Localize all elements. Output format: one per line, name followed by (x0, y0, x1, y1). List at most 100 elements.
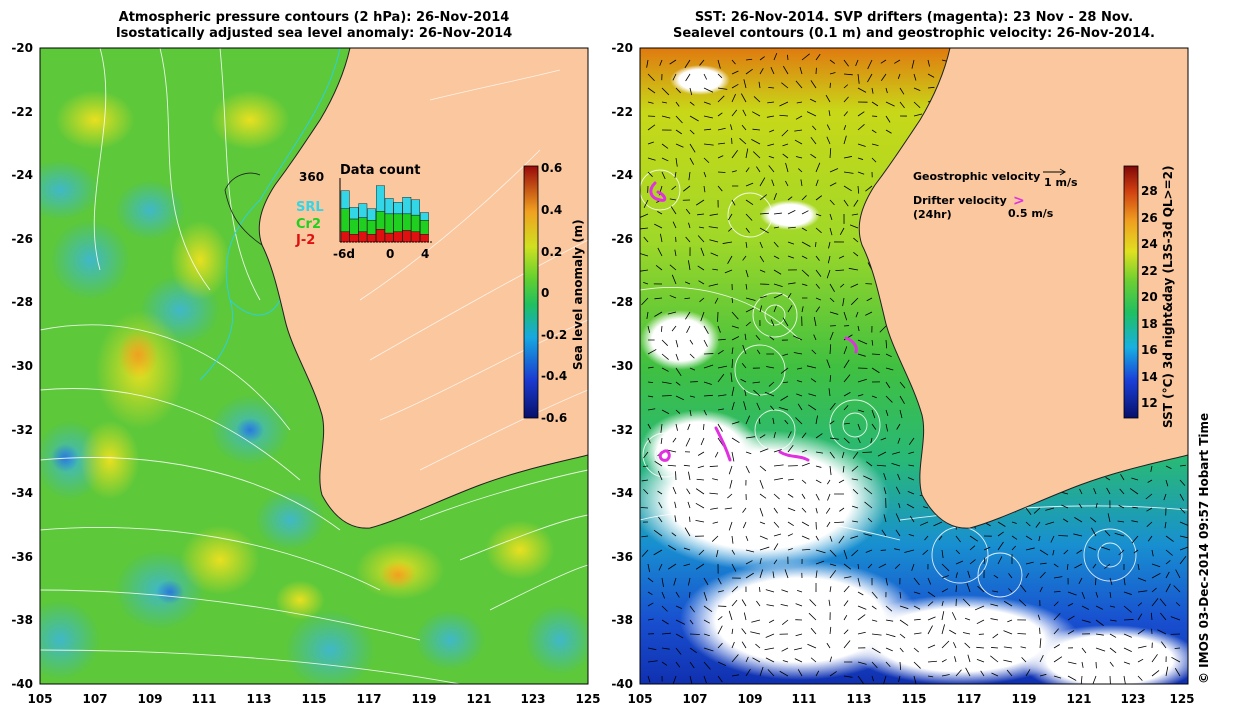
velocity-arrow (773, 533, 782, 537)
velocity-arrow (717, 325, 721, 333)
velocity-arrow (829, 227, 833, 236)
velocity-arrow (866, 297, 873, 302)
velocity-arrow (867, 59, 873, 70)
inset-bar-cr2 (358, 217, 368, 232)
velocity-arrow (668, 545, 677, 551)
velocity-arrow (857, 73, 860, 84)
velocity-arrow (843, 675, 853, 678)
velocity-arrow (724, 269, 733, 274)
velocity-arrow (941, 624, 945, 635)
right-x-tick: 117 (956, 692, 981, 706)
velocity-arrow (647, 618, 654, 621)
velocity-arrow (717, 95, 725, 103)
velocity-arrow (724, 507, 733, 510)
velocity-arrow (731, 549, 736, 555)
velocity-arrow (688, 260, 691, 271)
velocity-arrow (895, 486, 901, 495)
velocity-arrow (759, 569, 764, 579)
velocity-arrow (758, 418, 761, 425)
velocity-arrow (892, 451, 901, 455)
velocity-arrow (787, 478, 794, 481)
velocity-arrow (827, 255, 831, 264)
right-x-tick: 121 (1066, 692, 1091, 706)
velocity-arrow (1123, 675, 1126, 684)
velocity-arrow (913, 605, 921, 610)
velocity-arrow (1123, 605, 1132, 613)
inset-bar-cr2 (411, 214, 420, 232)
velocity-arrow (675, 633, 684, 639)
velocity-arrow (643, 451, 649, 459)
velocity-arrow (703, 364, 714, 369)
velocity-arrow (871, 675, 874, 682)
velocity-arrow (769, 129, 775, 133)
velocity-arrow (703, 115, 714, 119)
velocity-arrow (1107, 513, 1111, 523)
velocity-arrow (731, 437, 740, 444)
velocity-arrow (871, 339, 874, 346)
velocity-arrow (1063, 549, 1069, 555)
velocity-arrow (1114, 532, 1125, 537)
velocity-arrow (857, 577, 861, 587)
velocity-arrow (843, 437, 850, 444)
inset-x-tick: -6d (333, 247, 355, 261)
velocity-arrow (913, 647, 919, 653)
velocity-arrow (899, 647, 904, 653)
left-y-tick: -22 (11, 105, 33, 119)
velocity-arrow (751, 619, 761, 623)
velocity-arrow (695, 502, 705, 509)
velocity-arrow (843, 125, 847, 131)
velocity-arrow (815, 465, 822, 468)
velocity-arrow (843, 346, 848, 355)
velocity-arrow (773, 255, 780, 260)
velocity-arrow (797, 403, 803, 411)
right-x-tick: 109 (737, 692, 762, 706)
velocity-arrow (717, 338, 726, 341)
velocity-arrow (1137, 629, 1145, 635)
inset-bar-cr2 (376, 211, 385, 230)
velocity-arrow (1011, 521, 1017, 524)
velocity-arrow (1163, 493, 1167, 501)
velocity-arrow (829, 375, 832, 383)
sst-colorbar-tick: 28 (1141, 184, 1158, 198)
velocity-arrow (741, 599, 747, 607)
velocity-arrow (969, 545, 976, 551)
velocity-arrow (643, 489, 649, 495)
velocity-arrow (815, 549, 826, 554)
velocity-arrow (1038, 535, 1041, 542)
velocity-arrow (880, 437, 887, 441)
velocity-arrow (703, 591, 708, 601)
left-x-tick: 117 (356, 692, 381, 706)
velocity-arrow (899, 591, 902, 599)
velocity-arrow (997, 541, 1004, 551)
inset-bar-j2 (411, 231, 420, 243)
velocity-arrow (661, 171, 666, 180)
velocity-arrow (825, 507, 831, 514)
velocity-arrow (772, 417, 775, 425)
velocity-arrow (731, 347, 734, 355)
velocity-arrow (765, 589, 775, 593)
velocity-arrow (843, 96, 849, 103)
velocity-arrow (1179, 479, 1186, 486)
velocity-arrow (843, 392, 851, 397)
velocity-arrow (675, 661, 681, 668)
velocity-arrow (1081, 591, 1086, 600)
velocity-arrow (1131, 477, 1139, 481)
velocity-arrow (745, 535, 749, 542)
velocity-arrow (991, 672, 999, 677)
velocity-arrow (913, 591, 921, 595)
velocity-arrow (870, 437, 873, 444)
left-land (224, 48, 588, 529)
velocity-arrow (695, 563, 705, 570)
left-title-line2: Isostatically adjusted sea level anomaly… (115, 26, 513, 41)
velocity-arrow (913, 577, 920, 586)
velocity-arrow (796, 101, 803, 104)
velocity-arrow (810, 378, 817, 383)
velocity-arrow (852, 489, 859, 495)
velocity-arrow (964, 617, 971, 621)
velocity-arrow (883, 473, 887, 481)
velocity-arrow (1147, 535, 1153, 542)
velocity-arrow (703, 675, 707, 684)
velocity-arrow (1137, 602, 1143, 607)
velocity-arrow (1137, 613, 1143, 621)
velocity-arrow (801, 507, 807, 513)
